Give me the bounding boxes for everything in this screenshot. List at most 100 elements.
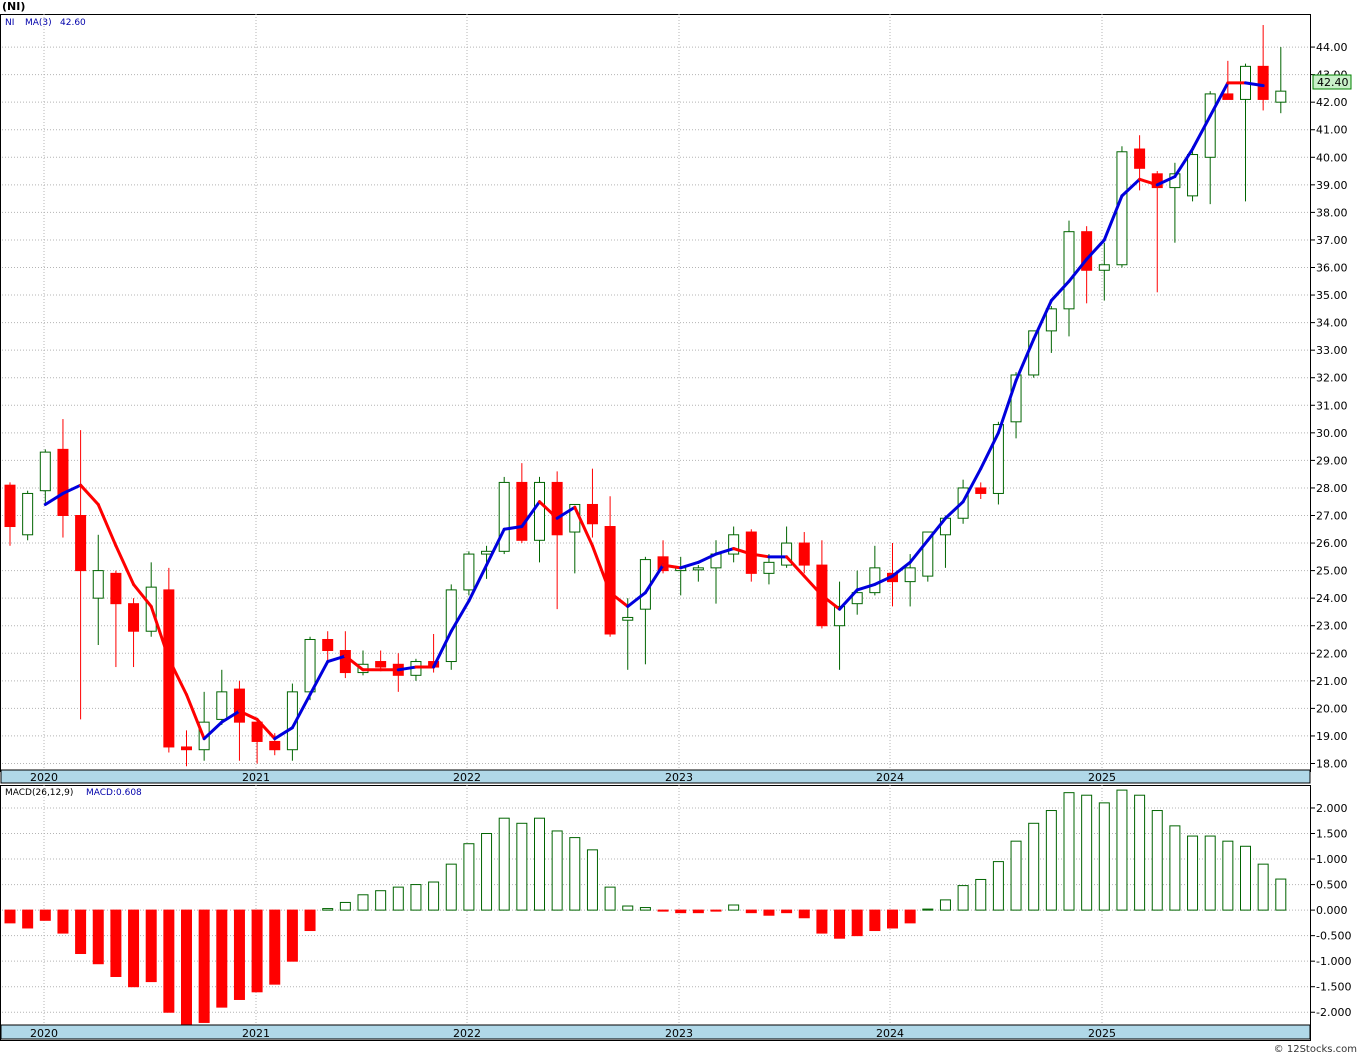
ma-segment: [1102, 194, 1124, 242]
candle: [816, 540, 828, 629]
candle: [375, 650, 387, 670]
price-tick-label: 41.00: [1316, 124, 1348, 137]
macd-bar: [622, 905, 634, 911]
candle: [728, 526, 740, 563]
last-price-tag: 42.40: [1312, 74, 1352, 90]
macd-legend-label: MACD(26,12,9): [5, 788, 73, 798]
candle: [781, 526, 793, 568]
date-axis-label: 2025: [1088, 1027, 1116, 1040]
ma-segment: [502, 525, 524, 531]
price-tick-label: 19.00: [1316, 730, 1348, 743]
macd-bar: [1257, 863, 1269, 911]
macd-bar: [1098, 802, 1110, 911]
candle-body: [251, 721, 263, 742]
price-tick-label: 23.00: [1316, 620, 1348, 633]
candle: [445, 584, 457, 670]
macd-bar: [781, 909, 793, 914]
candle-body: [1098, 264, 1110, 271]
ma-segment: [290, 693, 312, 730]
ma-segment: [449, 599, 471, 633]
legend-symbol: NI: [5, 18, 14, 28]
ma-segment: [167, 657, 188, 697]
macd-bar: [834, 909, 846, 939]
candle-body: [4, 484, 16, 528]
ma-segment: [749, 552, 771, 559]
ma-segment: [714, 547, 736, 556]
ma-segment: [1067, 257, 1089, 283]
ma-segment: [1138, 177, 1159, 187]
macd-bar: [851, 909, 863, 937]
candle-body: [798, 542, 810, 566]
ma-segment: [979, 431, 1000, 471]
candle-body: [233, 688, 245, 723]
macd-bar: [904, 909, 916, 924]
macd-bar: [251, 909, 263, 993]
price-tick-label: 26.00: [1316, 537, 1348, 550]
price-tick-label: 42.00: [1316, 96, 1348, 109]
macd-bar: [39, 909, 51, 921]
candle: [586, 468, 598, 538]
macd-bar: [216, 909, 228, 1008]
ma-segment: [961, 467, 983, 504]
price-tick-label: 18.00: [1316, 757, 1348, 770]
candle: [763, 554, 775, 585]
candle: [463, 551, 475, 596]
candle-body: [534, 481, 545, 541]
candle-body: [1063, 231, 1075, 310]
candle-body: [75, 514, 87, 572]
macd-bar: [992, 861, 1004, 911]
ma-segment: [873, 574, 894, 586]
macd-bar: [516, 822, 528, 911]
price-tick-label: 22.00: [1316, 647, 1348, 660]
macd-bar: [198, 909, 210, 1023]
candle: [675, 556, 687, 596]
price-tick-label: 33.00: [1316, 344, 1348, 357]
ma-segment: [820, 593, 842, 611]
candle: [181, 730, 192, 767]
ma-segment: [326, 654, 347, 664]
candle: [1063, 220, 1075, 337]
macd-bar: [710, 909, 722, 912]
macd-bar: [181, 909, 192, 1026]
candle: [869, 545, 881, 596]
macd-bar: [604, 886, 616, 911]
ma-segment: [538, 500, 559, 520]
candle-body: [1275, 90, 1287, 103]
legend-ma-value: 42.60: [60, 18, 86, 28]
macd-bar: [816, 909, 828, 934]
candle-body: [728, 534, 740, 555]
ma-segment: [1049, 279, 1071, 303]
macd-bar: [357, 894, 369, 911]
candle: [534, 476, 545, 563]
macd-bar: [675, 909, 687, 914]
ma-segment: [149, 604, 171, 661]
candle-body: [1134, 148, 1146, 169]
candle-body: [639, 559, 651, 610]
candle: [604, 496, 616, 637]
price-tick-label: 27.00: [1316, 509, 1348, 522]
ma-segment: [61, 483, 83, 495]
candle: [110, 570, 122, 668]
candle-body: [763, 561, 775, 574]
candle: [128, 598, 140, 668]
macd-bar: [1081, 794, 1093, 911]
ma-segment: [926, 516, 947, 542]
ma-segment: [1208, 81, 1230, 118]
candle-body: [463, 553, 475, 591]
candle: [710, 540, 722, 604]
macd-bar: [110, 909, 122, 977]
macd-tick-label: -1.500: [1316, 981, 1351, 994]
ma-segment: [273, 726, 294, 741]
candle: [216, 669, 228, 725]
ma-segment: [308, 660, 330, 697]
ma-segment: [696, 552, 718, 564]
candle-body: [834, 605, 846, 627]
macd-bar: [1134, 794, 1146, 911]
macd-tick-label: 0.500: [1316, 879, 1348, 892]
price-tick-label: 25.00: [1316, 565, 1348, 578]
ma-segment: [1032, 299, 1053, 341]
macd-bar: [639, 907, 651, 911]
macd-tick-label: 2.000: [1316, 802, 1348, 815]
macd-tick-label: 0.000: [1316, 904, 1348, 917]
candle: [834, 581, 846, 670]
